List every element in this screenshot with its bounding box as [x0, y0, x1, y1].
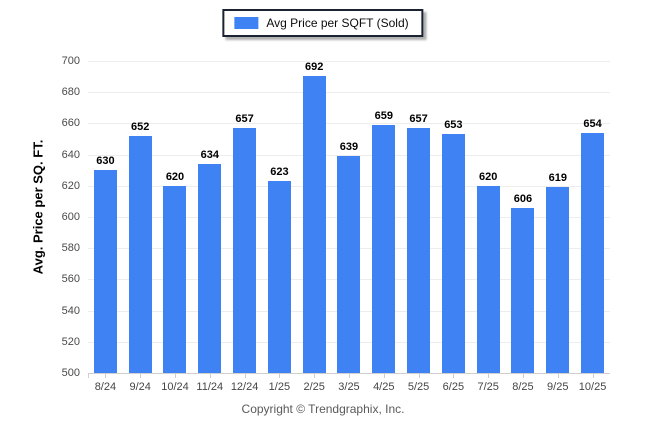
plot-area: 630 652 620 634 657 623 692 639 659 657 653 620 606 6…	[88, 61, 610, 378]
x-tick-label-8/24: 8/24	[88, 374, 123, 393]
y-tick-label-500: 500	[61, 367, 80, 379]
bar-slot-3/25: 639	[332, 61, 367, 373]
x-tick-label-4/25: 4/25	[366, 374, 401, 393]
x-tick-label-3/25: 3/25	[332, 374, 367, 393]
bar-value-label: 634	[200, 149, 219, 161]
x-tick-label-12/24: 12/24	[227, 374, 262, 393]
x-tick-label-7/25: 7/25	[471, 374, 506, 393]
y-tick-label-580: 580	[61, 242, 80, 255]
x-tick-label-8/25: 8/25	[506, 374, 541, 393]
y-tick-label-520: 520	[61, 335, 80, 348]
bar-value-label: 623	[270, 166, 289, 179]
bar-slot-8/25: 606	[506, 61, 541, 373]
bar-value-label: 659	[374, 110, 393, 122]
x-tick-label-11/24: 11/24	[192, 374, 227, 393]
bar-value-label: 639	[339, 141, 359, 154]
bar-slot-1/25: 623	[262, 61, 297, 373]
bar-slot-9/24: 652	[123, 61, 158, 373]
bar-8/25	[511, 207, 535, 373]
bar-value-label: 619	[548, 172, 567, 185]
x-tick-label-5/25: 5/25	[401, 374, 436, 393]
bar-9/25	[546, 187, 570, 373]
x-tick-label-1/25: 1/25	[262, 374, 297, 393]
bar-slot-10/24: 620	[158, 61, 193, 373]
gridline-640	[88, 154, 610, 156]
x-axis-labels: 8/24 9/24 10/24 11/24 12/24 1/25 2/25 3/25 4/25 5…	[88, 374, 610, 393]
bar-slot-9/25: 619	[540, 61, 575, 373]
x-tick-label-6/25: 6/25	[436, 374, 471, 393]
y-tick-label-560: 560	[61, 273, 80, 286]
x-axis-line	[88, 373, 610, 378]
gridline-680	[88, 92, 610, 94]
bar-8/24	[93, 170, 117, 373]
bar-12/24	[233, 128, 257, 373]
y-tick-label-660: 660	[61, 117, 80, 130]
bar-slot-12/24: 657	[227, 61, 262, 373]
bar-2/25	[302, 76, 326, 373]
bar-slot-8/24: 630	[88, 61, 123, 373]
y-tick-label-680: 680	[61, 86, 80, 99]
bar-value-label: 692	[305, 61, 324, 73]
bar-5/25	[407, 128, 431, 373]
bar-10/24	[163, 185, 187, 373]
bar-value-label: 620	[165, 170, 185, 183]
bar-value-label: 652	[131, 120, 150, 133]
bar-slot-11/24: 634	[192, 61, 227, 373]
y-tick-label-700: 700	[61, 55, 80, 67]
x-tick-label-10/24: 10/24	[158, 374, 193, 393]
bar-value-label: 653	[444, 119, 463, 132]
bar-10/25	[581, 132, 605, 373]
bar-3/25	[337, 156, 361, 373]
x-tick-label-9/25: 9/25	[540, 374, 575, 393]
gridline-660	[88, 123, 610, 125]
y-tick-label-640: 640	[61, 148, 80, 161]
legend-label: Avg Price per SQFT (Sold)	[266, 16, 409, 30]
bar-9/24	[128, 135, 152, 373]
bar-6/25	[441, 134, 465, 373]
bars-container: 630 652 620 634 657 623 692 639 659 657 653 620 606 6…	[88, 61, 610, 373]
bar-value-label: 657	[235, 113, 254, 126]
bar-11/24	[198, 164, 222, 373]
bar-1/25	[267, 181, 291, 373]
bar-slot-6/25: 653	[436, 61, 471, 373]
legend-swatch	[234, 17, 259, 29]
y-tick-label-540: 540	[61, 304, 80, 317]
bar-value-label: 654	[583, 117, 602, 130]
y-tick-label-620: 620	[61, 179, 80, 192]
bar-slot-10/25: 654	[575, 61, 610, 373]
bar-value-label: 620	[478, 170, 498, 183]
bar-slot-2/25: 692	[297, 61, 332, 373]
gridline-700	[88, 61, 610, 62]
bar-7/25	[476, 185, 500, 373]
copyright-text: Copyright © Trendgraphix, Inc.	[241, 402, 405, 416]
bar-value-label: 657	[409, 113, 428, 126]
y-axis-title: Avg. Price per SQ. FT.	[30, 139, 46, 275]
bar-4/25	[372, 125, 396, 373]
y-tick-label-600: 600	[61, 211, 80, 223]
x-tick-label-10/25: 10/25	[575, 374, 610, 393]
bar-slot-5/25: 657	[401, 61, 436, 373]
bar-value-label: 630	[96, 155, 115, 168]
chart-legend: Avg Price per SQFT (Sold)	[222, 9, 424, 37]
x-tick-label-2/25: 2/25	[297, 374, 332, 393]
bar-value-label: 606	[513, 192, 533, 205]
bar-slot-7/25: 620	[471, 61, 506, 373]
bar-slot-4/25: 659	[366, 61, 401, 373]
x-tick-label-9/24: 9/24	[123, 374, 158, 393]
